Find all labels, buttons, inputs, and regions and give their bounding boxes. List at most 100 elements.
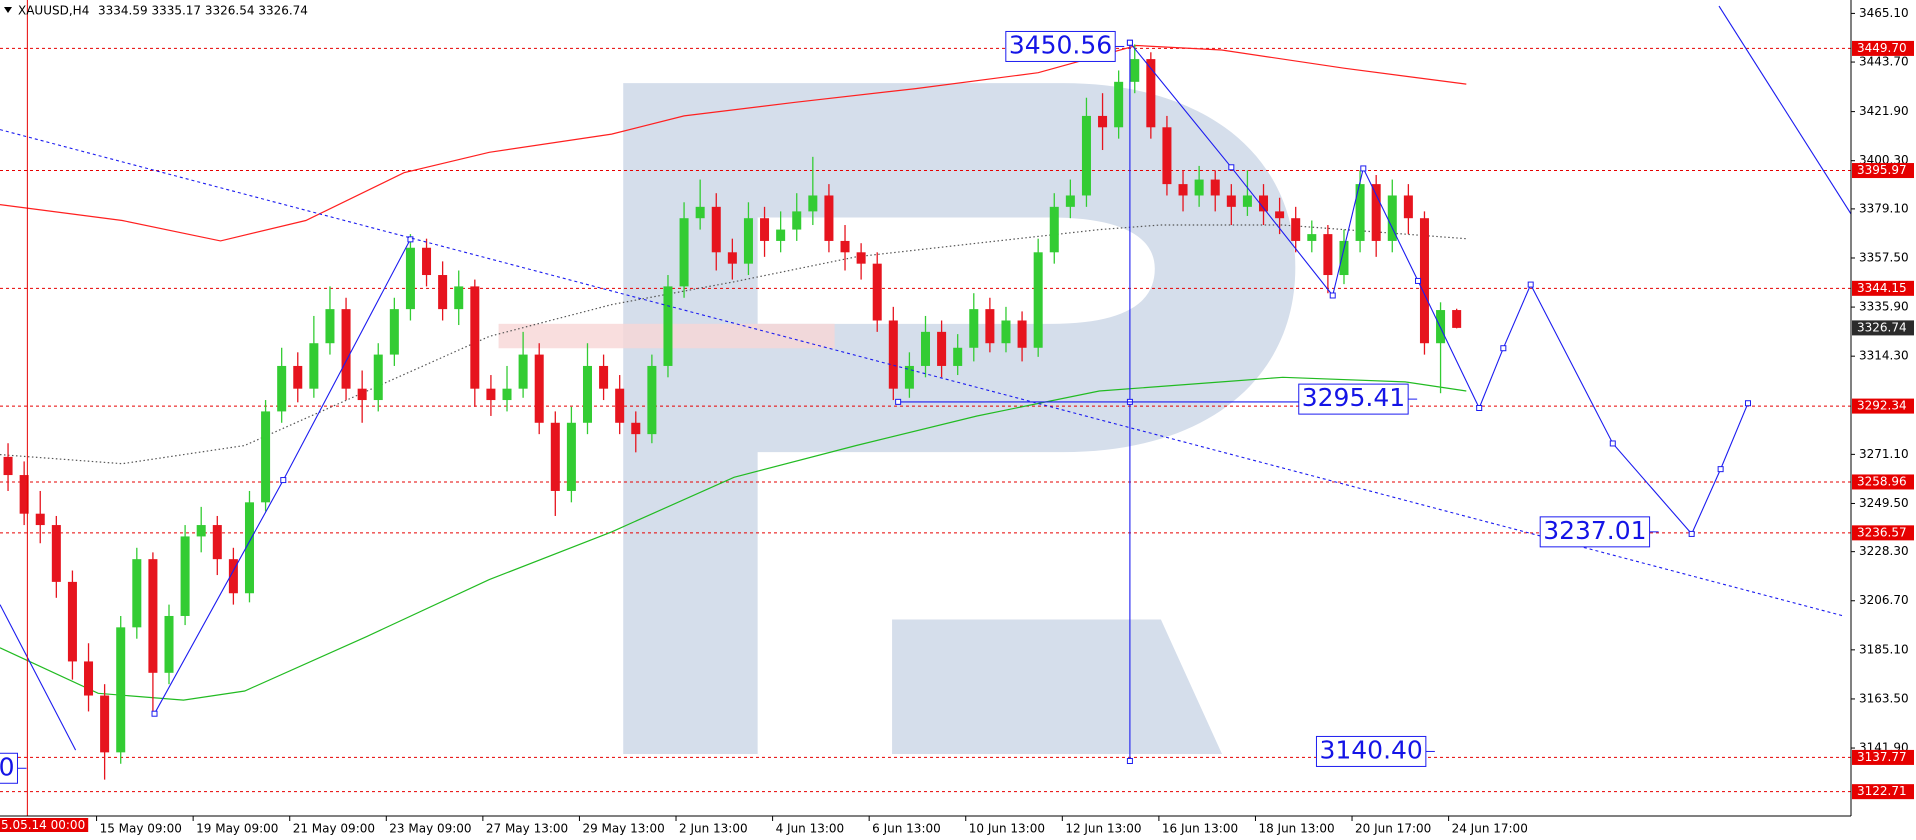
candle-body [164, 615, 174, 673]
candle-body [1162, 127, 1172, 185]
candle-body [148, 559, 158, 673]
annotation-label: 3140.40 [1319, 735, 1422, 764]
level-label-box [1852, 280, 1914, 296]
level-label-box [1852, 784, 1914, 800]
y-tick-label: 3271.10 [1859, 447, 1909, 461]
candle-body [454, 286, 464, 310]
annotation-box [1005, 30, 1116, 62]
ohlc-label: 3334.59 3335.17 3326.54 3326.74 [98, 4, 308, 18]
wave-point [1329, 292, 1336, 299]
candle-body [341, 309, 351, 389]
x-tick-label: 19 May 09:00 [196, 822, 278, 836]
candle-body [985, 309, 995, 344]
menu-triangle [4, 7, 12, 13]
candle-body [872, 263, 882, 321]
annotation-label: 0 [0, 752, 14, 781]
candle-body [228, 559, 238, 594]
wave-point [1609, 440, 1616, 447]
candle-body [953, 347, 963, 366]
candle-body [518, 354, 528, 389]
candle-body [615, 388, 625, 423]
candle-body [116, 627, 126, 753]
candle-body [212, 525, 222, 560]
candle-body [824, 195, 834, 241]
candle-body [1259, 195, 1269, 212]
candle-body [1194, 179, 1204, 196]
candle-body [261, 411, 271, 503]
candle-body [1210, 179, 1220, 196]
candle-body [1403, 195, 1413, 219]
y-tick-label: 3185.10 [1859, 642, 1909, 656]
cursor-label-box [0, 818, 89, 832]
level-label-box [1852, 474, 1914, 490]
candle-body [582, 365, 592, 423]
level-label: 3292.34 [1857, 399, 1907, 413]
candle-body [1130, 59, 1140, 82]
candle-body [743, 218, 753, 264]
x-tick-label: 29 May 13:00 [582, 822, 664, 836]
current-price-label: 3326.74 [1857, 320, 1907, 334]
level-label: 3395.97 [1857, 163, 1907, 177]
level-label: 3449.70 [1857, 41, 1907, 55]
candle-body [1049, 206, 1059, 253]
candle-body [1065, 195, 1075, 207]
candle-body [35, 513, 45, 526]
candle-body [100, 695, 110, 753]
candle-body [132, 559, 142, 628]
candle-body [405, 247, 415, 310]
candle-body [663, 286, 673, 366]
candle-body [67, 581, 77, 662]
candle-body [760, 218, 770, 241]
candle-body [840, 240, 850, 253]
candle-body [631, 422, 641, 435]
candle-body [389, 309, 399, 355]
y-tick-label: 3206.70 [1859, 593, 1909, 607]
wave-point [151, 710, 158, 717]
candle-body [792, 211, 802, 230]
candle-body [711, 206, 721, 253]
level-label: 3122.71 [1857, 784, 1907, 798]
candle-body [422, 247, 432, 276]
candle-body [647, 365, 657, 435]
y-tick-label: 3421.90 [1859, 104, 1909, 118]
annotation-box [1298, 383, 1409, 415]
candle-body [486, 388, 496, 401]
candle-body [244, 502, 254, 594]
candle-body [51, 525, 61, 582]
x-tick-label: 12 Jun 13:00 [1065, 822, 1141, 836]
wave-point [1228, 164, 1235, 171]
cursor-label: 5.05.14 00:00 [1, 818, 85, 832]
header: XAUUSD,H4 3334.59 3335.17 3326.54 3326.7… [4, 4, 308, 18]
candle-body [470, 286, 480, 389]
x-tick-label: 20 Jun 17:00 [1355, 822, 1431, 836]
candle-body [550, 422, 560, 491]
candle-body [1226, 195, 1236, 207]
wave-point [1527, 281, 1534, 288]
candle-body [776, 229, 786, 241]
candle-body [904, 365, 914, 389]
candle-body [3, 456, 13, 476]
level-label-box [1852, 163, 1914, 179]
candle-body [84, 661, 94, 696]
x-tick-label: 16 Jun 13:00 [1162, 822, 1238, 836]
candle-body [1371, 184, 1381, 241]
wave-point [895, 398, 902, 405]
level-label: 3236.57 [1857, 525, 1907, 539]
candle-body [566, 422, 576, 491]
candle-body [309, 343, 319, 389]
level-label: 3137.77 [1857, 750, 1907, 764]
y-tick-label: 3163.50 [1859, 691, 1909, 705]
candle-body [599, 365, 609, 389]
candle-body [325, 309, 335, 344]
candle-body [1419, 218, 1429, 344]
x-tick-label: 23 May 09:00 [389, 822, 471, 836]
x-tick-label: 24 Jun 17:00 [1452, 822, 1528, 836]
candle-body [1275, 211, 1285, 219]
wave-point [280, 477, 287, 484]
candle-body [373, 354, 383, 401]
wave-point [407, 236, 414, 243]
wave-point [1476, 405, 1483, 411]
wave-point [1360, 165, 1367, 172]
candle-body [808, 195, 818, 212]
